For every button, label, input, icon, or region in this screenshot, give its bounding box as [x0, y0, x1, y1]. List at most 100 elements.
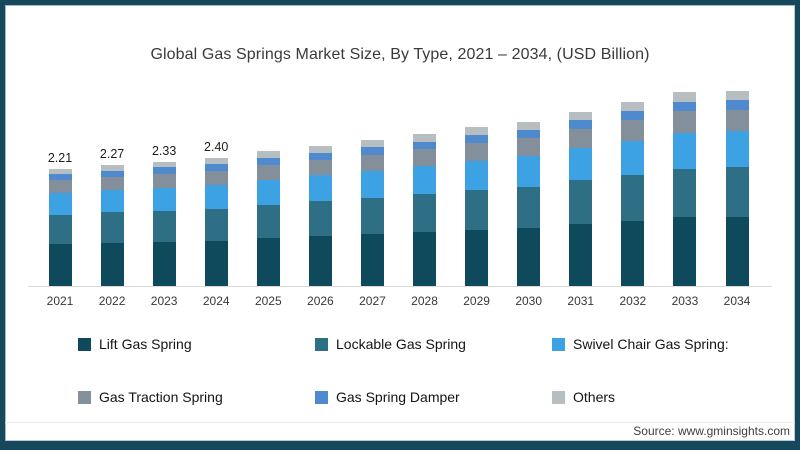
- bar-segment-gas-traction-spring: [621, 120, 645, 141]
- bar-2025: [256, 150, 280, 286]
- bar-segment-gas-spring-damper: [48, 174, 72, 181]
- bar-segment-others: [100, 164, 124, 171]
- bar-segment-gas-traction-spring: [569, 128, 593, 149]
- bar-segment-gas-traction-spring: [48, 180, 72, 194]
- bar-2030: [517, 122, 541, 286]
- x-axis-label-2034: 2034: [723, 294, 751, 308]
- x-axis-label-2033: 2033: [671, 294, 699, 308]
- bar-segment-lockable-gas-spring: [360, 197, 384, 235]
- bar-segment-lockable-gas-spring: [100, 212, 124, 243]
- bar-segment-others: [48, 168, 72, 175]
- bar-segment-others: [256, 150, 280, 158]
- bar-segment-swivel-chair-gas-spring: [360, 170, 384, 198]
- bar-segment-lockable-gas-spring: [725, 167, 749, 217]
- x-axis-label-2026: 2026: [307, 294, 334, 308]
- x-axis-label-2027: 2027: [359, 294, 386, 308]
- bar-segment-others: [360, 139, 384, 148]
- bar-segment-lift-gas-spring: [569, 224, 593, 286]
- bar-segment-lift-gas-spring: [621, 220, 645, 286]
- bar-2023: [152, 161, 176, 286]
- bar-segment-others: [569, 111, 593, 121]
- bar-segment-lift-gas-spring: [465, 229, 489, 286]
- bar-segment-lockable-gas-spring: [48, 214, 72, 245]
- bar-segment-gas-spring-damper: [569, 120, 593, 129]
- bar-segment-gas-spring-damper: [256, 157, 280, 165]
- bar-segment-others: [413, 134, 437, 142]
- bar-2033: [673, 92, 697, 286]
- x-axis-label-2025: 2025: [254, 294, 282, 308]
- bar-segment-lockable-gas-spring: [204, 208, 228, 241]
- x-axis-label-2024: 2024: [202, 294, 230, 308]
- bar-segment-lift-gas-spring: [152, 241, 176, 286]
- bar-segment-gas-traction-spring: [465, 143, 489, 161]
- bar-segment-others: [152, 161, 176, 168]
- bar-segment-lockable-gas-spring: [517, 186, 541, 228]
- x-axis-label-2028: 2028: [411, 294, 438, 308]
- bar-2029: [465, 127, 489, 286]
- bar-value-label: 2.21: [47, 150, 73, 165]
- bar-segment-gas-traction-spring: [725, 109, 749, 132]
- bar-segment-others: [517, 122, 541, 131]
- bar-segment-gas-traction-spring: [673, 111, 697, 133]
- x-axis-label-2030: 2030: [515, 294, 543, 308]
- bar-segment-lockable-gas-spring: [465, 190, 489, 230]
- bar-segment-lift-gas-spring: [673, 217, 697, 286]
- bar-segment-lift-gas-spring: [308, 236, 332, 286]
- bar-segment-lift-gas-spring: [256, 238, 280, 286]
- bar-segment-gas-spring-damper: [100, 170, 124, 177]
- x-axis-label-2031: 2031: [567, 294, 595, 308]
- bar-segment-lift-gas-spring: [100, 242, 124, 286]
- bar-segment-gas-spring-damper: [517, 130, 541, 139]
- bar-2024: [204, 157, 228, 286]
- bar-segment-swivel-chair-gas-spring: [465, 161, 489, 191]
- bar-segment-lift-gas-spring: [517, 227, 541, 286]
- bar-segment-gas-traction-spring: [100, 176, 124, 190]
- bar-segment-gas-traction-spring: [308, 159, 332, 176]
- bar-segment-swivel-chair-gas-spring: [152, 187, 176, 211]
- bar-segment-gas-traction-spring: [256, 164, 280, 180]
- bar-2022: [100, 164, 124, 286]
- bar-segment-lockable-gas-spring: [308, 201, 332, 237]
- source-credit: Source: www.gminsights.com: [633, 424, 790, 438]
- bar-value-label: 2.33: [151, 143, 177, 158]
- bar-segment-gas-spring-damper: [152, 167, 176, 174]
- bar-segment-lockable-gas-spring: [621, 174, 645, 221]
- bar-segment-lockable-gas-spring: [152, 210, 176, 242]
- bar-2021: [48, 168, 72, 286]
- bar-segment-others: [621, 102, 645, 112]
- bar-segment-swivel-chair-gas-spring: [673, 132, 697, 169]
- bar-value-label: 2.27: [99, 146, 125, 161]
- bar-2027: [360, 139, 384, 286]
- bar-segment-gas-spring-damper: [621, 111, 645, 121]
- bar-segment-gas-spring-damper: [204, 164, 228, 171]
- bar-segment-gas-traction-spring: [152, 173, 176, 188]
- bar-2026: [308, 146, 332, 286]
- bar-segment-swivel-chair-gas-spring: [621, 140, 645, 175]
- bar-segment-lift-gas-spring: [413, 232, 437, 286]
- bar-segment-gas-traction-spring: [204, 170, 228, 186]
- bar-segment-swivel-chair-gas-spring: [413, 165, 437, 195]
- frame-border-bottom: [0, 441, 800, 450]
- bar-segment-swivel-chair-gas-spring: [204, 185, 228, 209]
- bar-segment-lift-gas-spring: [360, 234, 384, 286]
- bar-segment-gas-spring-damper: [413, 141, 437, 150]
- bar-segment-lift-gas-spring: [725, 216, 749, 286]
- x-axis-label-2032: 2032: [619, 294, 647, 308]
- bar-2032: [621, 102, 645, 286]
- bar-segment-gas-spring-damper: [673, 101, 697, 112]
- bar-segment-gas-spring-damper: [308, 153, 332, 160]
- bar-segment-swivel-chair-gas-spring: [100, 189, 124, 213]
- x-axis-label-2022: 2022: [98, 294, 126, 308]
- bar-segment-lockable-gas-spring: [413, 194, 437, 233]
- bar-segment-swivel-chair-gas-spring: [48, 193, 72, 215]
- bar-segment-swivel-chair-gas-spring: [569, 148, 593, 181]
- bar-segment-lift-gas-spring: [48, 244, 72, 286]
- bar-2034: [725, 90, 749, 286]
- bar-segment-lockable-gas-spring: [673, 168, 697, 218]
- bar-segment-gas-spring-damper: [725, 100, 749, 110]
- bar-segment-others: [308, 146, 332, 154]
- x-axis-label-2021: 2021: [46, 294, 74, 308]
- bar-segment-swivel-chair-gas-spring: [725, 131, 749, 168]
- bar-segment-gas-traction-spring: [413, 149, 437, 166]
